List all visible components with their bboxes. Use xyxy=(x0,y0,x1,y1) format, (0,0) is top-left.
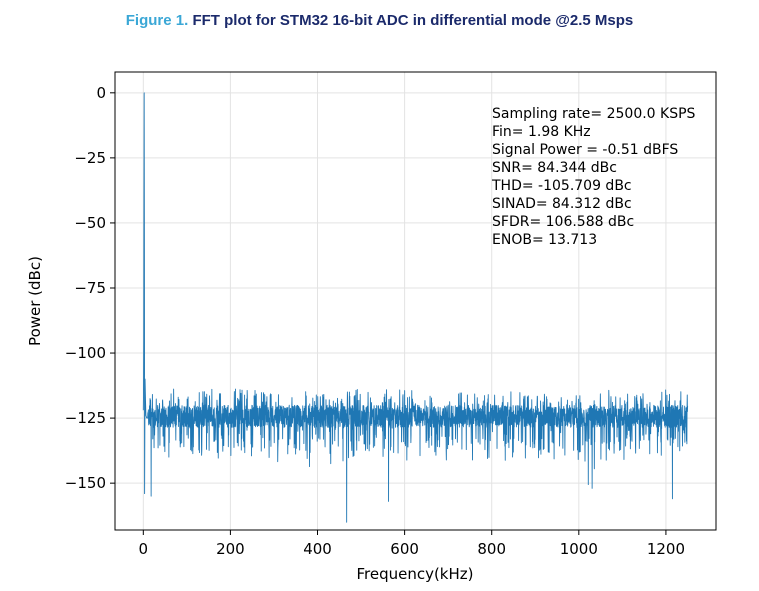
figure-label: Figure 1. xyxy=(125,12,189,29)
grid xyxy=(115,72,716,530)
y-tick-label: −50 xyxy=(74,214,106,232)
annotation-line: SINAD= 84.312 dBc xyxy=(492,196,632,212)
y-tick-label: −100 xyxy=(65,344,106,362)
x-axis: 0 200 400 600 800 1000 1200 xyxy=(139,530,685,558)
annotation-line: Signal Power = -0.51 dBFS xyxy=(492,142,678,158)
x-tick-label: 600 xyxy=(390,540,419,558)
y-tick-label: −150 xyxy=(65,474,106,492)
annotation-line: SNR= 84.344 dBc xyxy=(492,160,617,176)
spectrum-line xyxy=(142,92,689,523)
annotation-line: THD= -105.709 dBc xyxy=(491,178,632,194)
x-tick-label: 200 xyxy=(216,540,245,558)
x-tick-label: 400 xyxy=(303,540,332,558)
spectrum-series xyxy=(142,92,689,523)
x-tick-label: 1000 xyxy=(560,540,598,558)
annotation-line: Sampling rate= 2500.0 KSPS xyxy=(492,106,696,122)
figure-title: FFT plot for STM32 16-bit ADC in differe… xyxy=(192,12,634,29)
plot-frame xyxy=(114,71,717,531)
x-tick-label: 0 xyxy=(139,540,149,558)
y-tick-label: −75 xyxy=(74,279,106,297)
y-tick-label: −25 xyxy=(74,149,106,167)
annotation-line: SFDR= 106.588 dBc xyxy=(492,214,634,230)
figure-caption: Figure 1. FFT plot for STM32 16-bit ADC … xyxy=(0,12,759,29)
x-axis-label: Frequency(kHz) xyxy=(356,565,473,583)
stats-annotation: Sampling rate= 2500.0 KSPS Fin= 1.98 KHz S… xyxy=(491,106,696,248)
annotation-line: ENOB= 13.713 xyxy=(492,232,597,248)
y-tick-label: 0 xyxy=(96,84,106,102)
annotation-line: Fin= 1.98 KHz xyxy=(492,124,591,140)
y-axis: 0 −25 −50 −75 −100 −125 −150 xyxy=(65,84,115,492)
y-tick-label: −125 xyxy=(65,409,106,427)
y-axis-label: Power (dBc) xyxy=(26,256,44,346)
x-tick-label: 1200 xyxy=(647,540,685,558)
x-tick-label: 800 xyxy=(477,540,506,558)
